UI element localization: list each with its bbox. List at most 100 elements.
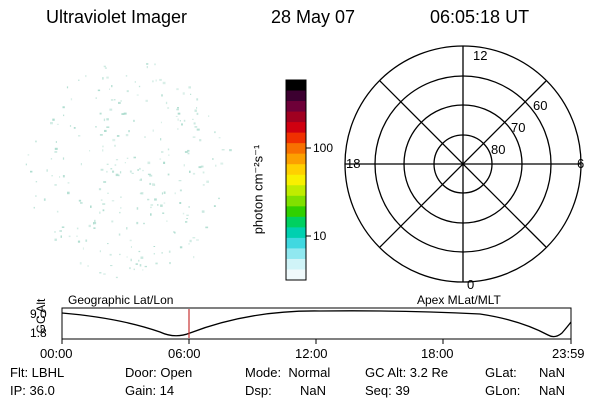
speckle — [188, 86, 191, 89]
speckle — [106, 126, 110, 128]
speckle — [229, 149, 232, 152]
colorbar-band — [286, 90, 306, 102]
speckle — [111, 200, 115, 202]
speckle — [50, 122, 53, 125]
speckle — [89, 150, 91, 152]
speckle — [152, 80, 154, 83]
speckle — [63, 114, 65, 117]
speckle — [120, 196, 122, 198]
speckle — [130, 246, 132, 248]
speckle — [193, 256, 195, 259]
speckle — [155, 262, 158, 265]
speckle — [138, 85, 141, 88]
speckle — [166, 220, 168, 222]
speckle — [136, 207, 139, 210]
colorbar-band — [286, 174, 306, 186]
status-mode: Mode: Normal — [245, 365, 331, 380]
speckle — [185, 221, 188, 223]
speckle — [73, 127, 76, 129]
speckle — [159, 78, 162, 81]
speckle — [131, 172, 134, 174]
speckle — [93, 222, 97, 225]
colorbar-frame — [285, 79, 307, 281]
speckle — [182, 92, 185, 95]
speckle — [68, 235, 71, 238]
colorbar-band — [286, 237, 306, 249]
speckle — [55, 141, 57, 143]
speckle — [67, 182, 70, 184]
speckle — [163, 202, 166, 204]
speckle — [205, 226, 209, 229]
speckle — [192, 136, 196, 138]
speckle — [112, 170, 115, 173]
speckle — [138, 250, 141, 253]
speckle — [62, 106, 65, 109]
colorbar-band — [286, 80, 306, 92]
polar-diagonal-2 — [379, 80, 547, 248]
speckle — [126, 157, 129, 159]
speckle — [51, 175, 53, 177]
speckle — [147, 173, 151, 176]
speckle — [60, 235, 62, 238]
speckle — [35, 140, 37, 143]
speckle — [125, 134, 129, 137]
time-label: 06:05:18 UT — [430, 7, 530, 27]
speckle — [78, 135, 81, 137]
speckle — [177, 118, 179, 121]
speckle — [126, 256, 128, 258]
speckle — [190, 93, 192, 95]
speckle — [114, 99, 116, 101]
speckle — [139, 192, 143, 195]
speckle — [35, 181, 38, 183]
polar-label-80: 80 — [491, 142, 506, 157]
speckle — [119, 211, 121, 214]
speckle — [150, 206, 152, 209]
speckle — [100, 199, 103, 201]
speckle — [120, 100, 122, 102]
speckle — [206, 180, 209, 183]
colorbar-band — [286, 258, 306, 270]
status-gc-alt: GC Alt: 3.2 Re — [365, 365, 449, 380]
timeline-left-title: Geographic Lat/Lon — [68, 293, 174, 307]
speckle — [150, 204, 154, 206]
speckle — [62, 157, 65, 160]
speckle — [107, 192, 109, 194]
speckle — [54, 238, 57, 241]
speckle — [192, 172, 196, 175]
colorbar-band — [286, 227, 306, 239]
timeline-x-1200: 12:00 — [295, 346, 328, 361]
speckle — [179, 246, 183, 249]
speckle — [123, 112, 127, 115]
speckle — [160, 204, 163, 207]
speckle — [159, 158, 162, 160]
speckle — [146, 63, 149, 65]
speckle — [139, 264, 142, 267]
speckle — [144, 136, 146, 138]
speckle — [116, 135, 120, 137]
speckle — [99, 134, 103, 136]
speckle — [175, 115, 178, 117]
timeline-x-2359: 23:59 — [552, 346, 585, 361]
speckle — [218, 137, 221, 139]
speckle — [106, 118, 109, 121]
speckle — [186, 214, 189, 216]
speckle — [106, 163, 109, 165]
speckle — [95, 97, 97, 99]
speckle — [99, 272, 102, 274]
speckle — [167, 173, 170, 176]
speckle — [160, 121, 162, 124]
colorbar-band — [286, 122, 306, 134]
speckle — [157, 204, 159, 206]
speckle — [192, 237, 196, 239]
speckle — [77, 240, 81, 243]
speckle — [70, 98, 73, 101]
speckle — [145, 99, 148, 102]
status-door: Door: Open — [125, 365, 193, 380]
speckle — [87, 265, 89, 267]
speckle — [167, 107, 170, 109]
colorbar-band — [286, 132, 306, 144]
speckle — [208, 115, 210, 117]
speckle — [99, 250, 101, 253]
speckle — [149, 182, 152, 185]
